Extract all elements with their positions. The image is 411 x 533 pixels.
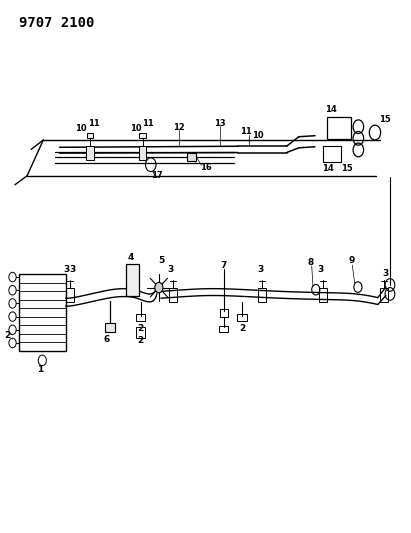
Text: 9: 9 [348,256,355,265]
Text: 1: 1 [37,365,44,374]
Text: 17: 17 [151,171,163,180]
Bar [237,314,247,321]
Text: 3: 3 [70,265,76,273]
Text: 2: 2 [239,324,245,333]
Text: 2: 2 [138,336,144,345]
Text: 3: 3 [167,265,173,274]
Text: 12: 12 [173,123,185,132]
Text: 13: 13 [214,118,226,127]
Text: 15: 15 [379,115,391,124]
Bar [105,323,115,333]
Text: 4: 4 [128,253,134,262]
Text: 10: 10 [129,124,141,133]
Text: 2: 2 [138,324,144,333]
Bar [327,117,351,139]
Text: 7: 7 [221,261,227,270]
Bar [219,326,228,332]
Bar [66,288,74,302]
Text: 3: 3 [64,265,70,274]
Bar [139,146,146,160]
Text: 9707 2100: 9707 2100 [19,16,95,30]
Bar [86,146,94,160]
Bar [127,264,139,295]
Text: 16: 16 [200,163,211,172]
Text: 3: 3 [257,265,263,274]
Bar [136,327,145,338]
Text: 3: 3 [383,269,389,278]
Text: 11: 11 [143,119,154,128]
Bar [220,310,228,317]
Text: 10: 10 [252,131,264,140]
Text: 5: 5 [158,256,164,265]
Bar [323,146,340,162]
Bar [258,288,266,302]
Bar [380,288,388,302]
Bar [319,288,327,302]
Circle shape [155,282,163,293]
Bar [187,152,196,161]
Text: 3: 3 [317,265,323,274]
Bar [19,274,66,351]
Text: 2: 2 [5,330,11,340]
Bar [139,133,146,139]
Text: 6: 6 [104,335,110,344]
Text: 14: 14 [322,164,334,173]
Text: 11: 11 [240,127,252,136]
Bar [169,288,177,302]
Bar [87,133,93,139]
Text: 14: 14 [326,106,337,115]
Text: 11: 11 [88,119,100,128]
Bar [136,314,145,321]
Text: 8: 8 [308,258,314,267]
Text: 10: 10 [75,124,87,133]
Text: 15: 15 [341,164,353,173]
